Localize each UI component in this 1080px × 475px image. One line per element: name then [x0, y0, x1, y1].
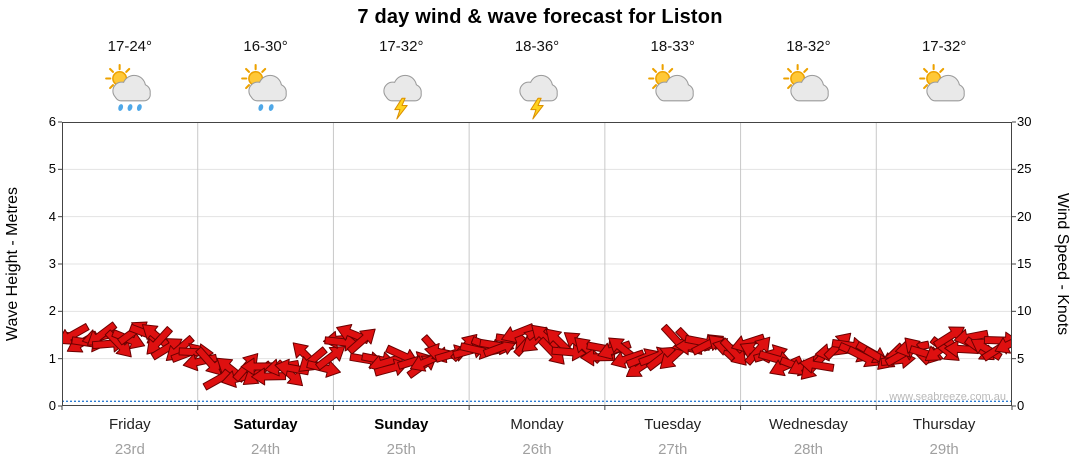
day-label: Thursday: [912, 416, 976, 433]
day-label: Monday: [510, 416, 564, 433]
right-tick-label: 0: [1017, 398, 1025, 413]
storm-cloud-icon: [519, 74, 558, 120]
wind-arrow: [501, 323, 535, 344]
right-tick-label: 10: [1017, 303, 1032, 319]
day-label: Wednesday: [768, 416, 848, 433]
sun-cloud-icon: [783, 64, 830, 102]
temperature-range: 18-32°: [786, 38, 831, 55]
left-tick-label: 0: [48, 398, 56, 413]
date-label: 28th: [793, 441, 824, 458]
date-label: 25th: [386, 441, 416, 458]
wind-arrow: [744, 336, 771, 366]
wind-arrows: [62, 321, 1012, 391]
plot-border: [58, 121, 1016, 410]
weather-icon-box: [511, 64, 563, 120]
date-label: 23rd: [114, 441, 145, 458]
watermark: www.seabreeze.com.au: [889, 391, 1006, 403]
wind-arrow: [799, 355, 835, 374]
temperature-range: 18-33°: [650, 38, 695, 55]
left-tick-label: 6: [48, 114, 56, 129]
sun-cloud-icon: [647, 64, 694, 102]
wind-arrow: [315, 345, 346, 371]
left-tick-label: 5: [48, 161, 56, 177]
right-tick-label: 25: [1017, 161, 1032, 177]
date-label: 27th: [658, 441, 688, 458]
day-label: Saturday: [233, 416, 298, 433]
left-tick-label: 1: [48, 350, 56, 366]
weather-icon-box: [782, 64, 834, 120]
wind-arrow: [346, 328, 376, 355]
temperature-range: 16-30°: [243, 38, 288, 55]
weather-icon-box: [104, 64, 156, 120]
temperature-range: 17-32°: [379, 38, 424, 55]
weather-icon-box: [647, 64, 699, 120]
temperature-range: 17-24°: [107, 38, 153, 55]
day-label: Sunday: [374, 416, 429, 433]
date-label: 24th: [250, 441, 281, 458]
storm-cloud-icon: [383, 74, 423, 120]
right-tick-label: 20: [1017, 208, 1032, 224]
left-tick-label: 4: [48, 208, 56, 224]
wind-arrow: [251, 367, 287, 386]
sun-cloud-showers-icon: [104, 64, 151, 111]
sun-cloud-light-rain-icon: [240, 64, 287, 111]
day-label: Tuesday: [644, 416, 702, 433]
right-axis-title: Wind Speed - Knots: [1054, 192, 1071, 336]
weather-icon-box: [240, 64, 292, 120]
wind-arrow: [195, 346, 222, 376]
wind-arrow: [306, 360, 342, 378]
sun-cloud-icon: [919, 64, 965, 102]
left-axis-title: Wave Height - Metres: [4, 186, 21, 342]
wind-arrow: [146, 326, 173, 355]
page-title: 7 day wind & wave forecast for Liston: [357, 6, 723, 28]
temperature-range: 18-36°: [514, 38, 560, 55]
date-label: 29th: [929, 441, 959, 458]
left-tick-label: 3: [48, 256, 56, 271]
temperature-range: 17-32°: [921, 38, 967, 55]
wind-arrow: [719, 337, 747, 366]
right-tick-label: 15: [1017, 256, 1032, 271]
wind-arrow: [610, 349, 646, 369]
weather-icon-box: [918, 64, 970, 120]
right-tick-label: 30: [1017, 114, 1032, 129]
wind-arrow: [240, 357, 276, 376]
right-tick-label: 5: [1017, 350, 1025, 366]
day-label: Friday: [109, 416, 151, 433]
wind-arrow: [62, 323, 90, 345]
left-tick-label: 2: [48, 303, 56, 319]
weather-icon-box: [375, 64, 427, 120]
date-label: 26th: [522, 441, 552, 458]
